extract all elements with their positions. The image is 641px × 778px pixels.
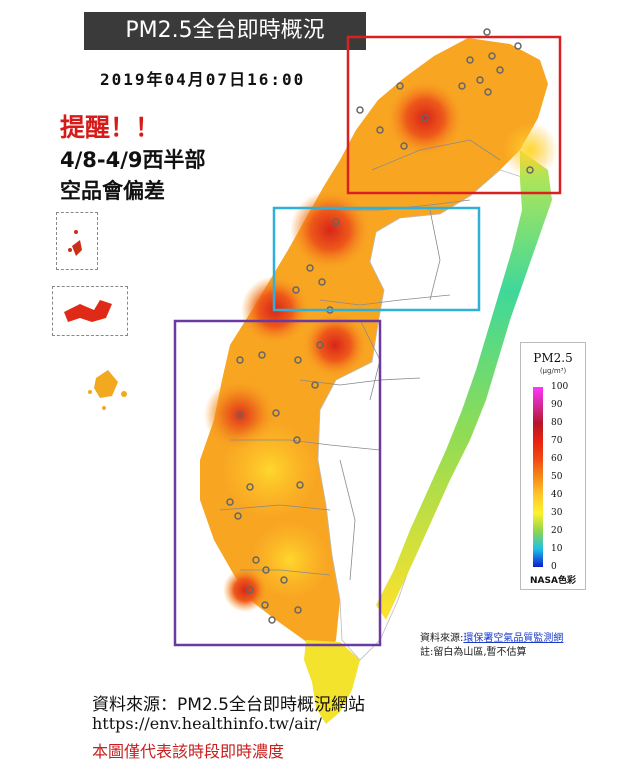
highlight-central — [272, 206, 481, 312]
source-note: 資料來源:環保署空氣品質監測網 註:留白為山區,暫不估算 — [420, 632, 563, 660]
highlight-north — [346, 35, 562, 195]
legend-color-scale — [533, 387, 543, 567]
penghu-islands — [88, 370, 127, 410]
legend-tick: 90 — [551, 400, 563, 410]
kinmen-inset-frame — [52, 286, 128, 336]
legend-unit: (μg/m³) — [539, 367, 567, 375]
matsu-inset-frame — [56, 212, 98, 270]
yellow-zone-yilan — [502, 122, 558, 178]
legend-tick: 20 — [551, 526, 563, 536]
legend-tick: 0 — [551, 562, 557, 572]
hotspot-taoyuan — [387, 80, 463, 156]
legend-tick: 50 — [551, 472, 563, 482]
source-note-disclaimer: 註:留白為山區,暫不估算 — [420, 647, 527, 658]
legend-tick: 100 — [551, 382, 569, 392]
footer-disclaimer: 本圖僅代表該時段即時濃度 — [92, 742, 285, 761]
yellow-zone-tainan — [250, 520, 330, 600]
map-east-coast — [376, 150, 552, 620]
legend-tick: 60 — [551, 454, 563, 464]
reminder-line-1: 4/8-4/9西半部 — [60, 148, 206, 172]
legend-tick: 70 — [551, 436, 563, 446]
legend-tick: 30 — [551, 508, 563, 518]
legend-tick: 10 — [551, 544, 563, 554]
yellow-zone-south — [220, 420, 320, 520]
hotspot-yunlin — [303, 313, 367, 377]
source-note-prefix: 資料來源: — [420, 633, 464, 644]
legend-tick: 40 — [551, 490, 563, 500]
legend-tick: 80 — [551, 418, 563, 428]
map-south-tip — [304, 640, 360, 724]
kinmen-islands — [64, 300, 112, 322]
reminder-line-2: 空品會偏差 — [60, 179, 165, 203]
footer-source: 資料來源：PM2.5全台即時概況網站 — [92, 695, 365, 715]
highlight-south — [173, 319, 382, 647]
monitoring-stations — [226, 28, 534, 624]
matsu-islands — [68, 230, 82, 256]
pm25-legend: PM2.5 (μg/m³) 100 90 80 70 60 50 40 30 2… — [520, 342, 586, 590]
source-link[interactable]: 環保署空氣品質監測網 — [463, 633, 564, 644]
hotspot-taichung — [290, 190, 370, 270]
reminder-heading: 提醒！！ — [60, 113, 161, 142]
legend-brand: NASA色彩 — [530, 576, 576, 586]
legend-title: PM2.5 — [533, 351, 573, 365]
map-title: PM2.5全台即時概況 — [84, 12, 366, 50]
timestamp: 2019年04月07日16:00 — [100, 70, 306, 89]
footer-url[interactable]: https://env.healthinfo.tw/air/ — [92, 714, 322, 733]
